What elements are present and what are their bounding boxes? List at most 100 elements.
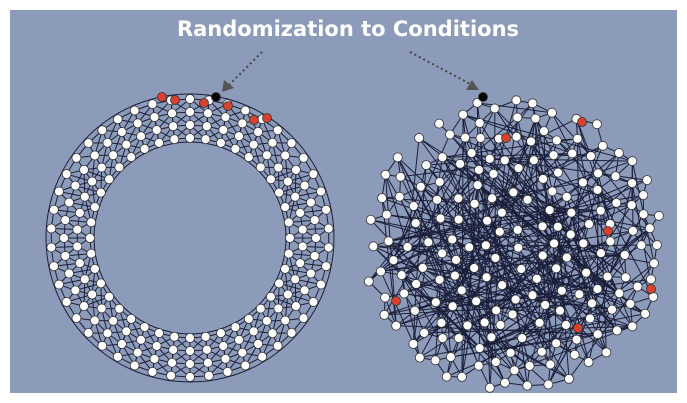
node — [274, 278, 285, 289]
node — [283, 217, 294, 228]
node — [561, 252, 572, 263]
node — [441, 371, 452, 382]
node — [549, 238, 560, 249]
node — [297, 241, 308, 252]
node — [253, 339, 264, 349]
node — [497, 280, 508, 290]
node — [565, 229, 576, 240]
node — [583, 357, 594, 368]
node — [555, 305, 565, 316]
node — [603, 226, 613, 236]
edge — [435, 301, 506, 384]
edge — [426, 164, 611, 225]
node — [321, 261, 331, 272]
node — [311, 233, 321, 243]
node — [526, 136, 536, 147]
node — [423, 237, 434, 248]
node — [522, 380, 533, 391]
node — [204, 370, 214, 381]
edge — [492, 181, 583, 199]
node — [377, 193, 387, 203]
node — [201, 344, 212, 355]
node — [96, 303, 107, 314]
node — [561, 191, 572, 202]
node — [561, 320, 571, 330]
node — [261, 315, 272, 326]
node — [642, 175, 652, 186]
edge — [439, 138, 578, 281]
edge — [479, 310, 561, 349]
node — [168, 121, 179, 132]
node — [614, 288, 625, 299]
node — [544, 205, 555, 216]
node — [460, 132, 471, 143]
node — [86, 248, 97, 259]
node — [381, 209, 392, 220]
node — [211, 92, 221, 102]
node — [474, 164, 484, 175]
node — [491, 305, 502, 316]
edge — [401, 220, 488, 276]
node — [538, 174, 548, 184]
edge — [512, 192, 555, 244]
node — [547, 186, 558, 197]
edge — [388, 194, 644, 242]
node — [592, 284, 603, 294]
edge — [469, 246, 557, 269]
node — [537, 221, 548, 232]
node — [74, 258, 85, 269]
node — [551, 263, 562, 274]
node — [408, 339, 419, 349]
node — [592, 329, 603, 340]
node — [456, 285, 467, 296]
node — [255, 303, 266, 314]
node — [223, 101, 233, 111]
node — [298, 152, 309, 163]
edge — [530, 118, 577, 142]
node — [185, 133, 195, 143]
node — [584, 219, 594, 230]
edge — [401, 274, 477, 302]
arrow-line — [409, 51, 475, 87]
node — [286, 138, 297, 149]
node — [552, 221, 563, 232]
node — [54, 186, 64, 197]
node — [627, 156, 638, 166]
edge — [441, 157, 503, 286]
node — [399, 288, 410, 299]
node — [154, 137, 164, 148]
node — [121, 139, 132, 150]
node — [511, 131, 522, 142]
node — [638, 190, 649, 201]
edge — [442, 290, 463, 339]
node — [290, 274, 301, 285]
node — [257, 351, 268, 362]
node — [496, 207, 507, 218]
node — [97, 125, 108, 136]
node — [480, 240, 491, 251]
node — [249, 115, 259, 125]
edge — [401, 196, 567, 276]
node — [509, 365, 520, 376]
edge — [382, 197, 601, 212]
node — [151, 125, 162, 135]
node — [89, 202, 100, 212]
node — [222, 366, 233, 377]
edge — [597, 189, 658, 246]
edge — [439, 181, 570, 380]
edge — [440, 217, 487, 246]
node — [104, 291, 114, 302]
arrow-line — [225, 51, 263, 89]
node — [396, 270, 407, 281]
node — [437, 333, 448, 344]
node — [486, 332, 497, 343]
node — [414, 352, 425, 363]
node — [612, 325, 622, 336]
node — [85, 233, 95, 243]
node — [308, 297, 319, 307]
node — [272, 340, 283, 351]
node — [89, 150, 100, 161]
edge — [368, 169, 480, 282]
node — [482, 215, 493, 226]
node — [466, 148, 477, 158]
